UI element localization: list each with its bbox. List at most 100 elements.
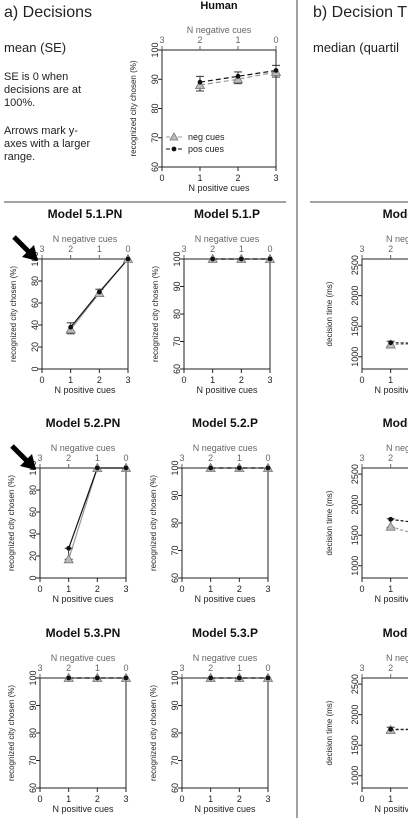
x-tick-label: 1 [388, 794, 393, 804]
y-tick-label: 60 [172, 364, 182, 374]
y-tick-label: 40 [28, 529, 38, 539]
y-tick-label: 90 [28, 700, 38, 710]
x2-tick-label: 3 [359, 453, 364, 463]
y-tick-label: 1000 [350, 556, 360, 576]
marker-neg-triangle [63, 553, 74, 564]
y-tick-label: 1500 [350, 525, 360, 545]
marker-pos-dot [265, 675, 271, 681]
note-arrows: Arrows mark y-axes with a larger range. [4, 125, 91, 163]
panel-a-statistic: mean (SE) [4, 40, 67, 55]
marker-pos-dot [125, 256, 131, 262]
y-axis-label: recognized city chosen (%) [129, 60, 138, 156]
panel-a-title: a) Decisions [4, 4, 93, 21]
x2-tick-label: 1 [235, 35, 240, 45]
plot-frame [361, 677, 408, 789]
x-tick-label: 1 [66, 794, 71, 804]
series-line-pos [68, 467, 126, 549]
series-line-pos [390, 342, 408, 344]
x2-axis-label: N negativ [386, 234, 408, 244]
chart-m51pn: Model 5.1.PN 0 1 2 3 N positive cues 3 2 1 0 N neg… [9, 207, 134, 395]
x-tick-label: 0 [179, 794, 184, 804]
plot-frame [39, 467, 127, 579]
marker-pos-dot [123, 675, 129, 681]
x2-tick-label: 0 [123, 663, 128, 673]
x2-axis-label: N negative cues [195, 234, 260, 244]
x-tick-label: 0 [159, 173, 164, 183]
y-axis-label: recognized city chosen (%) [7, 475, 16, 571]
x2-tick-label: 2 [66, 663, 71, 673]
x-axis-label: N positive cues [194, 804, 256, 814]
series-line-neg [199, 71, 277, 86]
x2-tick-label: 1 [239, 244, 244, 254]
y-tick-label: 100 [28, 670, 38, 685]
series-line-neg [68, 467, 126, 560]
x2-tick-label: 0 [123, 453, 128, 463]
x2-tick-label: 0 [265, 453, 270, 463]
x-axis-label: N positive cues [194, 594, 256, 604]
x-axis-label: N positive cues [188, 183, 250, 193]
y-tick-label: 0 [28, 575, 38, 580]
marker-pos-dot [94, 465, 100, 471]
chart-m52p: Model 5.2.P 0 1 2 3 N positive cues 3 2 1 0 N nega… [149, 416, 274, 604]
x-tick-label: 2 [95, 584, 100, 594]
plot-frame [39, 677, 127, 789]
marker-pos-dot [123, 465, 129, 471]
y-tick-label: 2500 [350, 674, 360, 694]
x2-tick-label: 2 [208, 663, 213, 673]
marker-pos-dot [210, 256, 216, 262]
x-axis-label: N positive cues [196, 385, 258, 395]
series-line-pos [199, 69, 277, 83]
y-tick-label: 100 [172, 251, 182, 266]
marker-pos-dot [388, 726, 394, 732]
y-axis-label: recognized city chosen (%) [151, 266, 160, 362]
plot-frame [181, 677, 269, 789]
y-tick-label: 90 [170, 700, 180, 710]
chart-title: Model 5 [383, 626, 408, 640]
x2-tick-label: 0 [273, 35, 278, 45]
x2-axis-label: N negative cues [193, 653, 258, 663]
y-tick-label: 2500 [350, 255, 360, 275]
chart-m53pn: Model 5.3.PN 0 1 2 3 N positive cues 3 2 1 0 N neg… [7, 626, 132, 814]
x-axis-label: N positive cues [52, 804, 114, 814]
marker-pos-dot [388, 340, 394, 346]
legend-neg-label: neg cues [188, 132, 225, 142]
y-axis-label: decision time (ms) [325, 700, 334, 765]
chart-title: Model 5.2.P [192, 416, 258, 430]
x2-axis-label: N negative cues [187, 25, 252, 35]
x-tick-label: 3 [123, 584, 128, 594]
legend-pos-marker [171, 146, 177, 152]
x2-tick-label: 3 [179, 453, 184, 463]
y-tick-label: 2000 [350, 705, 360, 725]
marker-neg-triangle [385, 521, 396, 531]
x-tick-label: 1 [208, 794, 213, 804]
x-tick-label: 1 [388, 584, 393, 594]
chart-dt53: Model 5 0 1N positive cues 3 2N negativ 1000 1… [325, 626, 408, 814]
x-tick-label: 2 [237, 584, 242, 594]
marker-pos-dot [388, 516, 394, 522]
y-tick-label: 80 [170, 728, 180, 738]
y-tick-label: 2000 [350, 286, 360, 306]
y-tick-label: 20 [28, 551, 38, 561]
x-tick-label: 0 [359, 375, 364, 385]
y-tick-label: 2500 [350, 464, 360, 484]
marker-pos-dot [235, 73, 241, 79]
y-tick-label: 80 [30, 276, 40, 286]
y-axis-label: recognized city chosen (%) [149, 475, 158, 571]
x-tick-label: 2 [97, 375, 102, 385]
x-tick-label: 3 [123, 794, 128, 804]
x2-tick-label: 3 [359, 244, 364, 254]
series-line-pos [390, 518, 408, 523]
y-tick-label: 90 [172, 281, 182, 291]
x-tick-label: 1 [210, 375, 215, 385]
x-tick-label: 1 [66, 584, 71, 594]
x-tick-label: 0 [359, 584, 364, 594]
marker-pos-dot [208, 465, 214, 471]
marker-pos-dot [208, 675, 214, 681]
y-tick-label: 90 [170, 490, 180, 500]
y-tick-label: 80 [28, 485, 38, 495]
marker-neg-triangle [194, 79, 206, 89]
x2-tick-label: 2 [388, 244, 393, 254]
y-tick-label: 40 [30, 320, 40, 330]
x-tick-label: 2 [95, 794, 100, 804]
x2-tick-label: 2 [66, 453, 71, 463]
